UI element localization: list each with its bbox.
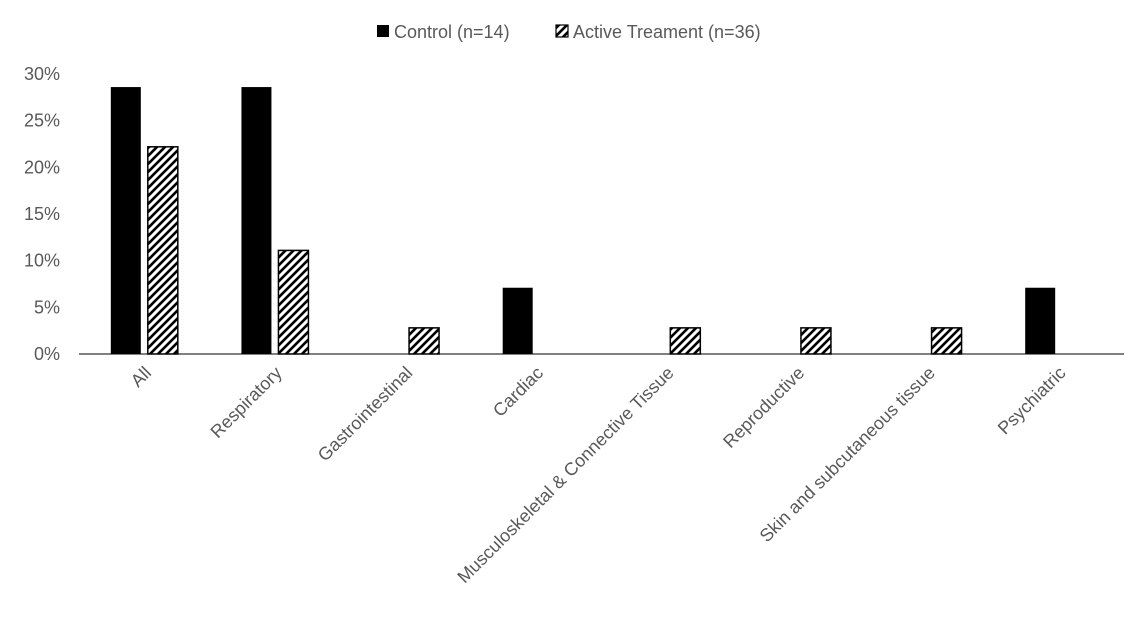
x-tick-label: Reproductive [719, 363, 808, 452]
x-tick-label: Gastrointestinal [314, 363, 417, 466]
x-axis: All Respiratory Gastrointestinal CardiacMus… [79, 353, 1124, 587]
control-bar [110, 87, 141, 355]
active-treatment-legend-label: Active Treament (n=36) [573, 22, 761, 42]
control-bar [241, 87, 272, 355]
control-bar [502, 287, 533, 354]
x-tick-label: Musculoskeletal & Connective Tissue [453, 363, 677, 587]
legend: Control (n=14) Active Treament (n=36) [377, 22, 761, 42]
active-treatment-bar [800, 327, 832, 355]
active-treatment-bar [669, 327, 702, 355]
control-bar [1025, 287, 1056, 354]
y-tick-label: 5% [34, 297, 60, 317]
y-tick-label: 25% [24, 111, 60, 131]
active-treatment-bar [408, 327, 440, 355]
active-treatment-bar [277, 249, 310, 355]
y-axis: 0% 5% 10% 15% 20% 25% 30% [24, 64, 60, 364]
x-tick-label: All [127, 363, 155, 391]
control-legend-swatch [377, 25, 389, 37]
bars-group [110, 87, 1056, 355]
active-treatment-legend-swatch [555, 24, 569, 38]
y-tick-label: 30% [24, 64, 60, 84]
active-treatment-bar [930, 327, 963, 355]
x-tick-label: Psychiatric [994, 363, 1070, 439]
x-tick-label: Respiratory [207, 363, 286, 442]
y-tick-label: 20% [24, 157, 60, 177]
y-tick-label: 15% [24, 204, 60, 224]
y-tick-label: 0% [34, 344, 60, 364]
control-legend-label: Control (n=14) [394, 22, 510, 42]
active-treatment-bar [147, 146, 179, 355]
y-tick-label: 10% [24, 251, 60, 271]
x-tick-label: Cardiac [489, 363, 547, 421]
